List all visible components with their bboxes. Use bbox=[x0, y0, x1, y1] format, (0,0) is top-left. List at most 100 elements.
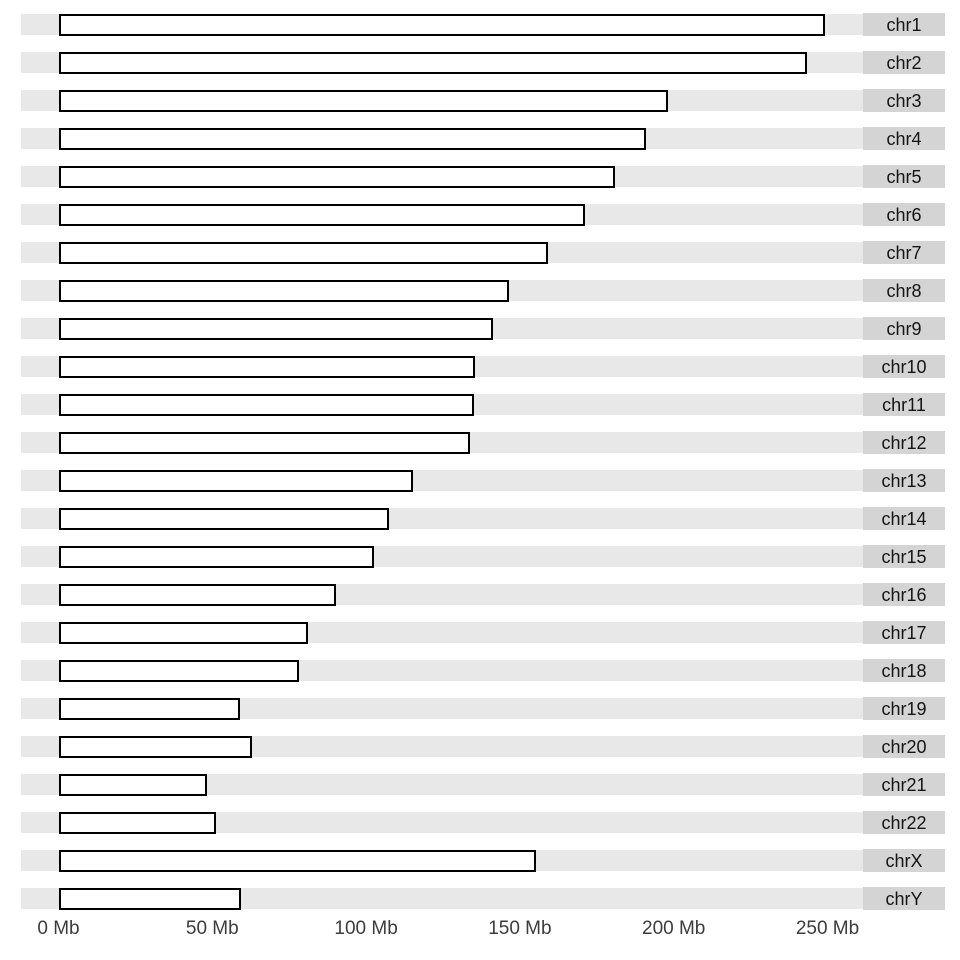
chromosome-label: chr21 bbox=[881, 774, 927, 795]
chromosome-row: chr10 bbox=[21, 355, 945, 378]
chromosome-row: chr14 bbox=[21, 507, 945, 530]
chromosome-bar bbox=[58, 203, 585, 226]
chromosome-label-box: chr9 bbox=[863, 317, 945, 340]
chromosome-bar bbox=[58, 51, 807, 74]
chromosome-label: chr6 bbox=[886, 204, 922, 225]
row-background-strip bbox=[21, 812, 863, 833]
chromosome-bar bbox=[58, 89, 668, 112]
chromosome-bar bbox=[58, 241, 548, 264]
chromosome-label: chr14 bbox=[881, 508, 927, 529]
chromosome-label-box: chr4 bbox=[863, 127, 945, 150]
chromosome-bar bbox=[58, 697, 241, 720]
chromosome-label-box: chr8 bbox=[863, 279, 945, 302]
chromosome-row: chr11 bbox=[21, 393, 945, 416]
chromosome-label: chr20 bbox=[881, 736, 927, 757]
chromosome-bar bbox=[58, 773, 207, 796]
chromosome-row: chr21 bbox=[21, 773, 945, 796]
chromosome-label: chr1 bbox=[886, 14, 922, 35]
chromosome-bar bbox=[58, 469, 413, 492]
chromosome-bar bbox=[58, 317, 493, 340]
chromosome-bar bbox=[58, 735, 253, 758]
chromosome-row: chr1 bbox=[21, 13, 945, 36]
chromosome-row: chr17 bbox=[21, 621, 945, 644]
chromosome-row: chr5 bbox=[21, 165, 945, 188]
chromosome-label: chrX bbox=[885, 850, 923, 871]
axis-tick-label: 200 Mb bbox=[642, 918, 706, 939]
chromosome-label: chr15 bbox=[881, 546, 927, 567]
chromosome-label-box: chr6 bbox=[863, 203, 945, 226]
chromosome-row: chr22 bbox=[21, 811, 945, 834]
chromosome-label-box: chr21 bbox=[863, 773, 945, 796]
chromosome-label: chr8 bbox=[886, 280, 922, 301]
chromosome-label: chr2 bbox=[886, 52, 922, 73]
chromosome-label-box: chr19 bbox=[863, 697, 945, 720]
chromosome-label: chr7 bbox=[886, 242, 922, 263]
axis-tick-label: 100 Mb bbox=[334, 918, 398, 939]
chromosome-label: chrY bbox=[885, 888, 923, 909]
chromosome-label-box: chr15 bbox=[863, 545, 945, 568]
chromosome-label-box: chr1 bbox=[863, 13, 945, 36]
chromosome-label-box: chr16 bbox=[863, 583, 945, 606]
chromosome-label-box: chr11 bbox=[863, 393, 945, 416]
row-background-strip bbox=[21, 774, 863, 795]
chromosome-row: chr2 bbox=[21, 51, 945, 74]
chromosome-label: chr10 bbox=[881, 356, 927, 377]
chromosome-row: chr16 bbox=[21, 583, 945, 606]
chromosome-row: chr3 bbox=[21, 89, 945, 112]
chromosome-bar bbox=[58, 849, 537, 872]
chromosome-row: chr4 bbox=[21, 127, 945, 150]
chromosome-label-box: chr18 bbox=[863, 659, 945, 682]
chromosome-row: chrY bbox=[21, 887, 945, 910]
chromosome-label-box: chrX bbox=[863, 849, 945, 872]
chromosome-bar bbox=[58, 393, 474, 416]
chromosome-row: chrX bbox=[21, 849, 945, 872]
chromosome-label-box: chr12 bbox=[863, 431, 945, 454]
chromosome-bar bbox=[58, 507, 389, 530]
chromosome-label: chr3 bbox=[886, 90, 922, 111]
chromosome-row: chr8 bbox=[21, 279, 945, 302]
chromosome-row: chr13 bbox=[21, 469, 945, 492]
chromosome-label: chr5 bbox=[886, 166, 922, 187]
chromosome-label: chr19 bbox=[881, 698, 927, 719]
chromosome-bar bbox=[58, 279, 509, 302]
chromosome-bar bbox=[58, 621, 309, 644]
chromosome-label: chr12 bbox=[881, 432, 927, 453]
chromosome-label: chr22 bbox=[881, 812, 927, 833]
axis-tick-label: 250 Mb bbox=[795, 918, 860, 939]
chromosome-label: chr9 bbox=[886, 318, 922, 339]
chromosome-label-box: chrY bbox=[863, 887, 945, 910]
chromosome-label: chr11 bbox=[882, 394, 926, 415]
chromosome-bar bbox=[58, 583, 337, 606]
chromosome-bar bbox=[58, 659, 299, 682]
chromosome-row: chr20 bbox=[21, 735, 945, 758]
chromosome-label-box: chr5 bbox=[863, 165, 945, 188]
chromosome-label-box: chr2 bbox=[863, 51, 945, 74]
chromosome-label: chr16 bbox=[881, 584, 927, 605]
chromosome-label: chr18 bbox=[881, 660, 927, 681]
chromosome-bar bbox=[58, 127, 647, 150]
chromosome-bar bbox=[58, 811, 217, 834]
chromosome-label-box: chr14 bbox=[863, 507, 945, 530]
chromosome-label-box: chr3 bbox=[863, 89, 945, 112]
axis-tick-label: 150 Mb bbox=[488, 918, 552, 939]
chromosome-bar bbox=[58, 165, 615, 188]
chromosome-row: chr6 bbox=[21, 203, 945, 226]
chromosome-row: chr7 bbox=[21, 241, 945, 264]
chromosome-bar bbox=[58, 13, 826, 36]
chromosome-label-box: chr17 bbox=[863, 621, 945, 644]
chromosome-row: chr12 bbox=[21, 431, 945, 454]
chromosome-row: chr15 bbox=[21, 545, 945, 568]
chromosome-label: chr17 bbox=[881, 622, 927, 643]
chromosome-label-box: chr13 bbox=[863, 469, 945, 492]
x-axis: 0 Mb 50 Mb 100 Mb 150 Mb 200 Mb 250 Mb bbox=[0, 916, 960, 946]
chromosome-label-box: chr22 bbox=[863, 811, 945, 834]
axis-tick-label: 0 Mb bbox=[37, 918, 80, 939]
chromosome-row: chr19 bbox=[21, 697, 945, 720]
chromosome-row: chr9 bbox=[21, 317, 945, 340]
chromosome-label: chr13 bbox=[881, 470, 927, 491]
chromosome-label-box: chr20 bbox=[863, 735, 945, 758]
chromosome-label-box: chr7 bbox=[863, 241, 945, 264]
chromosome-bar bbox=[58, 887, 242, 910]
chromosome-bar bbox=[58, 355, 476, 378]
